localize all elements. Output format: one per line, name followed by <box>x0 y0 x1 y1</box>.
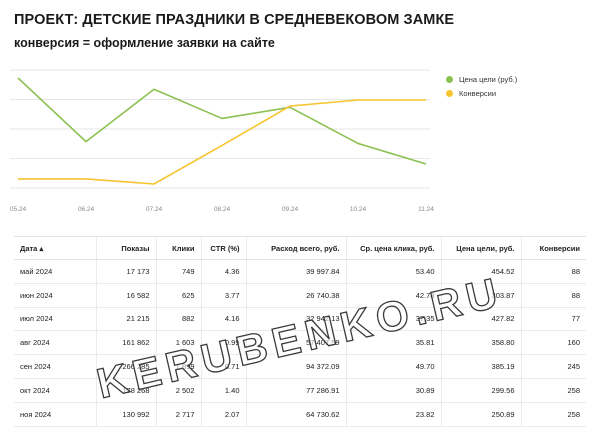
legend-dot-icon <box>446 75 453 83</box>
x-tick-label: 06.24 <box>78 206 95 213</box>
table-cell: 160 <box>520 330 586 356</box>
column-header-clicks[interactable]: Клики <box>155 236 201 260</box>
table-cell: 1.40 <box>200 378 246 403</box>
table-cell: 4.16 <box>200 307 246 332</box>
table-row: авг 2024 161 862 1 603 0.99 57 407.59 35.81 35… <box>14 330 586 356</box>
table-cell: 88 <box>520 283 586 308</box>
table-cell: ноя 2024 <box>14 402 96 427</box>
table-cell: 178 268 <box>95 378 156 403</box>
column-header-avg-cpc[interactable]: Ср. цена клика, руб. <box>345 236 441 260</box>
column-header-date[interactable]: Дата ▴ <box>14 236 96 260</box>
table-cell: 30.89 <box>345 378 441 403</box>
table-cell: 250.89 <box>440 402 521 427</box>
stats-table: Дата ▴ Показы Клики CTR (%) Расход всего… <box>14 236 586 427</box>
table-cell: авг 2024 <box>14 330 96 356</box>
table-cell: 161 862 <box>95 330 156 356</box>
table-row: июл 2024 21 215 882 4.16 32 942.13 37.35 427.8… <box>14 307 586 332</box>
column-header-impressions[interactable]: Показы <box>95 236 156 260</box>
column-header-goal-price[interactable]: Цена цели, руб. <box>440 236 521 260</box>
table-cell: окт 2024 <box>14 378 96 403</box>
table-cell: 0.71 <box>200 354 246 379</box>
table-cell: 2 502 <box>155 378 201 403</box>
table-cell: 358.80 <box>440 330 521 356</box>
table-cell: 16 582 <box>95 283 156 308</box>
table-cell: 49.70 <box>345 354 441 379</box>
x-tick-label: 07.24 <box>146 206 163 213</box>
table-cell: 4.36 <box>200 259 246 284</box>
table-cell: 23.82 <box>345 402 441 427</box>
table-cell: май 2024 <box>14 259 96 284</box>
column-header-ctr[interactable]: CTR (%) <box>200 236 246 260</box>
legend-label: Конверсии <box>459 88 497 98</box>
table-cell: 37.35 <box>345 307 441 332</box>
table-cell: 266 285 <box>95 354 156 379</box>
table-row: окт 2024 178 268 2 502 1.40 77 286.91 30.89 29… <box>14 378 586 403</box>
table-cell: 32 942.13 <box>245 307 346 332</box>
table-cell: 1 603 <box>155 330 201 356</box>
table-cell: 385.19 <box>440 354 521 379</box>
column-header-spend[interactable]: Расход всего, руб. <box>245 236 346 260</box>
legend-label: Цена цели (руб.) <box>459 74 518 84</box>
table-cell: 749 <box>155 259 201 284</box>
table-cell: 299.56 <box>440 378 521 403</box>
table-cell: 3.77 <box>200 283 246 308</box>
series-line-goal-price <box>17 77 427 165</box>
table-cell: 35.81 <box>345 330 441 356</box>
legend-item-conversions[interactable]: Конверсии <box>446 86 517 100</box>
legend-dot-icon <box>446 89 453 97</box>
x-tick-label: 10.24 <box>350 206 367 213</box>
table-row: сен 2024 266 285 1 899 0.71 94 372.09 49.70 38… <box>14 354 586 379</box>
table-cell: 57 407.59 <box>245 330 346 356</box>
page-subtitle: конверсия = оформление заявки на сайте <box>14 36 275 50</box>
table-cell: 94 372.09 <box>245 354 346 379</box>
table-cell: 39 997.84 <box>245 259 346 284</box>
table-cell: 88 <box>520 259 586 284</box>
table-cell: июн 2024 <box>14 283 96 308</box>
table-cell: 64 730.62 <box>245 402 346 427</box>
table-cell: 303.87 <box>440 283 521 308</box>
table-cell: 0.99 <box>200 330 246 356</box>
table-cell: 42.78 <box>345 283 441 308</box>
chart-legend: Цена цели (руб.) Конверсии <box>446 72 517 100</box>
table-cell: 17 173 <box>95 259 156 284</box>
table-header-row: Дата ▴ Показы Клики CTR (%) Расход всего… <box>14 236 586 260</box>
table-cell: 1 899 <box>155 354 201 379</box>
table-cell: 2.07 <box>200 402 246 427</box>
table-cell: 258 <box>520 378 586 403</box>
x-tick-label: 11.24 <box>418 206 434 213</box>
table-cell: 130 992 <box>95 402 156 427</box>
table-row: май 2024 17 173 749 4.36 39 997.84 53.40 454.5… <box>14 259 586 284</box>
table-cell: 77 <box>520 307 586 332</box>
column-header-conversions[interactable]: Конверсии <box>520 236 586 260</box>
table-cell: 77 286.91 <box>245 378 346 403</box>
table-cell: 21 215 <box>95 307 156 332</box>
x-tick-label: 05.24 <box>10 206 27 213</box>
table-cell: 2 717 <box>155 402 201 427</box>
table-cell: июл 2024 <box>14 307 96 332</box>
table-cell: 454.52 <box>440 259 521 284</box>
table-cell: 427.82 <box>440 307 521 332</box>
table-cell: 53.40 <box>345 259 441 284</box>
line-chart: 05.24 06.24 07.24 08.24 09.24 10.24 11.24 <box>10 69 434 213</box>
table-cell: сен 2024 <box>14 354 96 379</box>
x-tick-label: 08.24 <box>214 206 231 213</box>
x-tick-label: 09.24 <box>282 206 299 213</box>
series-line-conversions <box>18 99 426 185</box>
table-cell: 245 <box>520 354 586 379</box>
table-row: ноя 2024 130 992 2 717 2.07 64 730.62 23.82 25… <box>14 402 586 427</box>
table-row: июн 2024 16 582 625 3.77 26 740.38 42.78 303.8… <box>14 283 586 308</box>
table-cell: 26 740.38 <box>245 283 346 308</box>
table-cell: 625 <box>155 283 201 308</box>
legend-item-goal-price[interactable]: Цена цели (руб.) <box>446 72 517 86</box>
table-cell: 258 <box>520 402 586 427</box>
table-cell: 882 <box>155 307 201 332</box>
page-title: ПРОЕКТ: ДЕТСКИЕ ПРАЗДНИКИ В СРЕДНЕВЕКОВО… <box>14 12 455 28</box>
